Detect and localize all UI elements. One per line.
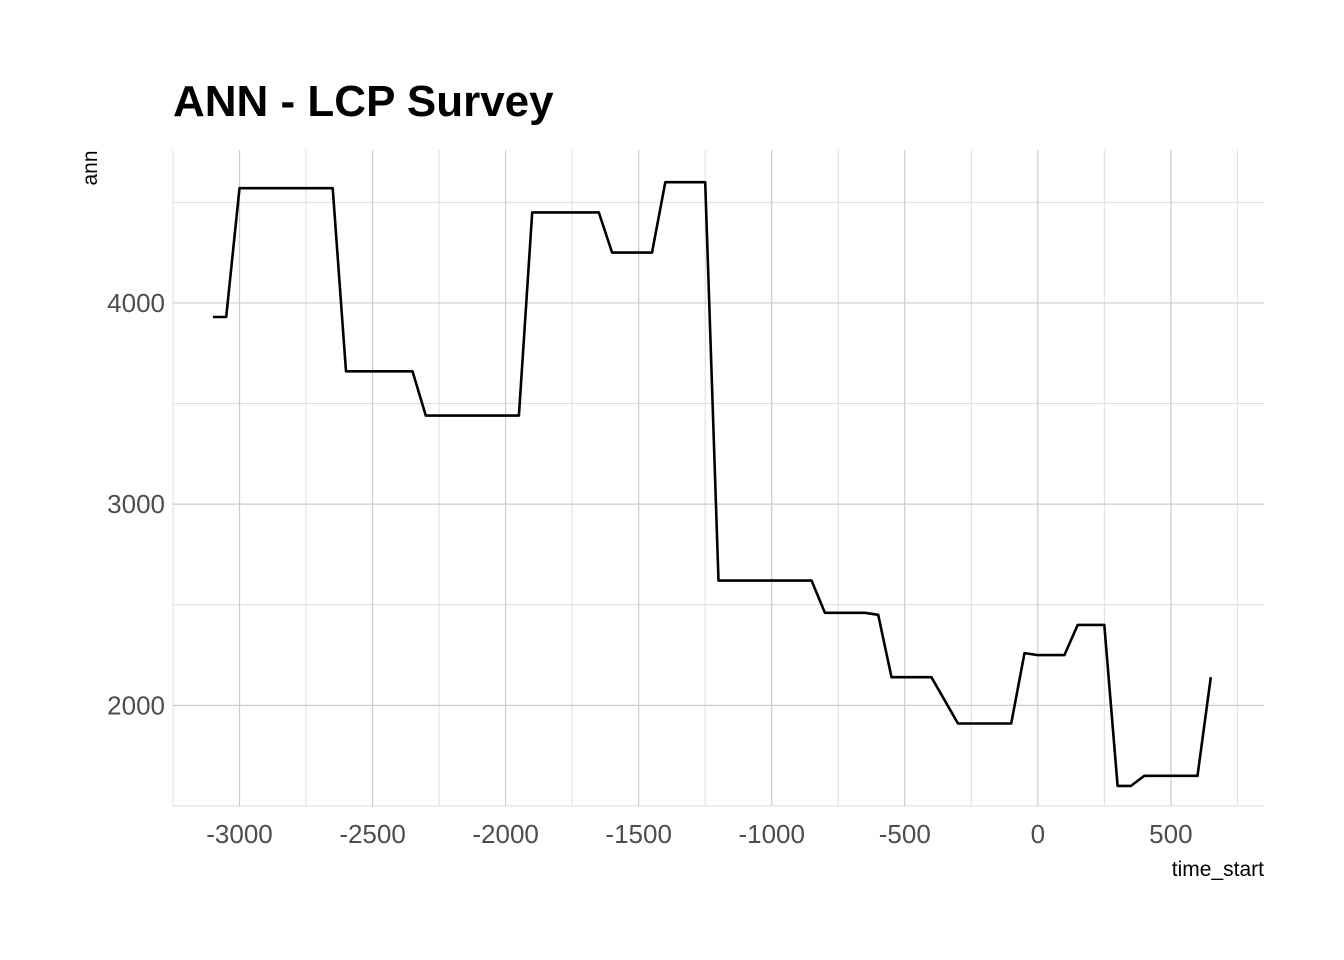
major-gridlines (173, 150, 1264, 806)
x-tick-label: -2500 (339, 819, 406, 849)
x-axis-title: time_start (1172, 858, 1264, 881)
x-tick-label: 500 (1149, 819, 1192, 849)
y-tick-label: 4000 (107, 288, 165, 318)
x-tick-label: -1500 (605, 819, 672, 849)
y-axis-title: ann (79, 150, 102, 185)
y-axis-tick-labels: 2000 3000 4000 (107, 288, 165, 720)
minor-gridlines (172, 150, 1264, 807)
x-tick-label: -3000 (206, 819, 273, 849)
x-tick-label: 0 (1031, 819, 1045, 849)
x-axis-tick-labels: -3000 -2500 -2000 -1500 -1000 -500 0 500 (206, 819, 1192, 849)
series-group (212, 180, 1213, 788)
series-line (212, 180, 1213, 788)
x-tick-label: -2000 (472, 819, 539, 849)
chart-title: ANN - LCP Survey (173, 77, 554, 126)
x-tick-label: -1000 (738, 819, 805, 849)
y-tick-label: 2000 (107, 690, 165, 720)
y-tick-label: 3000 (107, 489, 165, 519)
x-tick-label: -500 (879, 819, 931, 849)
